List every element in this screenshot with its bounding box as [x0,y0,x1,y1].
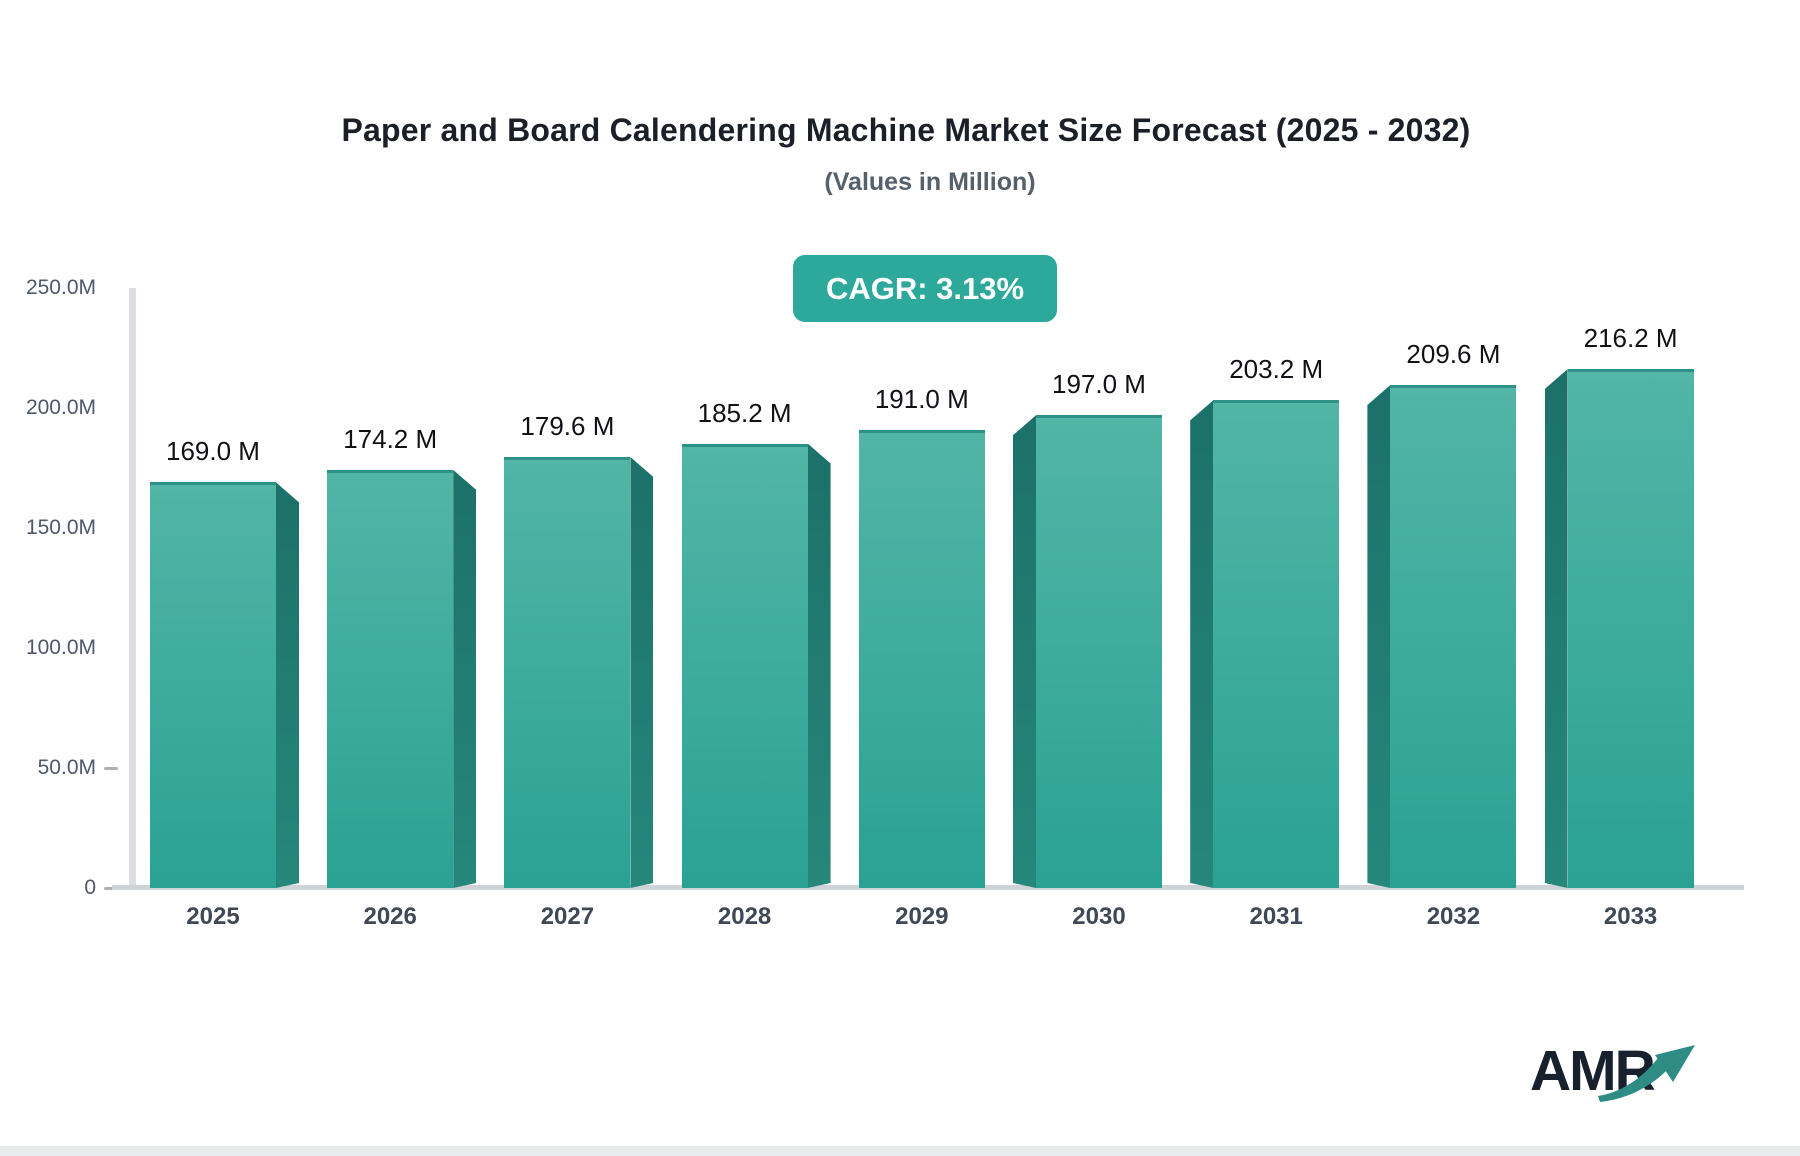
bar-value-label: 216.2 M [1583,323,1678,354]
bar-value-label: 209.6 M [1406,338,1501,369]
x-tick-label-2032: 2032 [1426,903,1481,930]
bar-2032-side-face [1367,385,1390,888]
x-tick-label-2026: 2026 [363,903,417,930]
x-tick-label-2031: 2031 [1249,903,1303,930]
y-tick-label: 250.0M [25,276,96,299]
x-tick-label-2025: 2025 [186,903,240,930]
bar-2025-side-face [276,482,299,888]
bar-2026-side-face [453,470,476,888]
bar-value-label: 174.2 M [343,423,438,454]
y-tick-label: 50.0M [37,756,96,779]
bar-2029 [858,429,985,888]
bar-2033-side-face [1545,369,1568,888]
y-tick-label: 0 [84,876,96,899]
x-tick-label-2033: 2033 [1603,903,1658,930]
bar-value-label: 185.2 M [697,397,792,428]
y-axis-line [129,288,136,888]
amr-logo-text: AMR [1530,1039,1655,1103]
chart-title: Paper and Board Calendering Machine Mark… [341,112,1471,148]
bar-2027 [504,456,631,888]
bar-value-label: 169.0 M [166,436,260,467]
x-tick-label-2027: 2027 [540,903,595,930]
bar-value-label: 203.2 M [1229,354,1324,385]
chart-subtitle: (Values in Million) [824,168,1036,196]
bar-2031 [1213,400,1340,888]
bar-value-label: 191.0 M [874,383,969,414]
amr-logo: AMR [1530,1039,1695,1103]
bar-2027-side-face [630,457,653,888]
y-tick-mark [104,767,118,770]
growth-arrow-icon [1598,1045,1695,1102]
bar-value-label: 197.0 M [1052,369,1146,400]
bar-2025 [150,482,276,888]
bar-2030-side-face [1013,415,1036,888]
bar-value-label: 179.6 M [520,410,615,441]
bar-2028 [681,443,808,888]
bar-2033 [1567,369,1694,888]
bar-2028-side-face [808,444,831,888]
y-tick-label: 150.0M [25,516,96,539]
y-tick-mark [104,887,118,890]
x-tick-label-2028: 2028 [717,903,772,930]
y-tick-label: 200.0M [25,396,96,419]
x-tick-label-2030: 2030 [1072,903,1126,930]
bar-2031-side-face [1190,400,1213,888]
cagr-badge-label: CAGR: 3.13% [825,270,1025,306]
bar-2030 [1036,415,1162,888]
footer-strip [0,1146,1800,1156]
x-tick-label-2029: 2029 [895,903,949,930]
bar-2032 [1390,384,1517,888]
cagr-badge: CAGR: 3.13% [793,255,1057,322]
y-tick-label: 100.0M [25,636,96,659]
bar-2026 [327,469,454,888]
